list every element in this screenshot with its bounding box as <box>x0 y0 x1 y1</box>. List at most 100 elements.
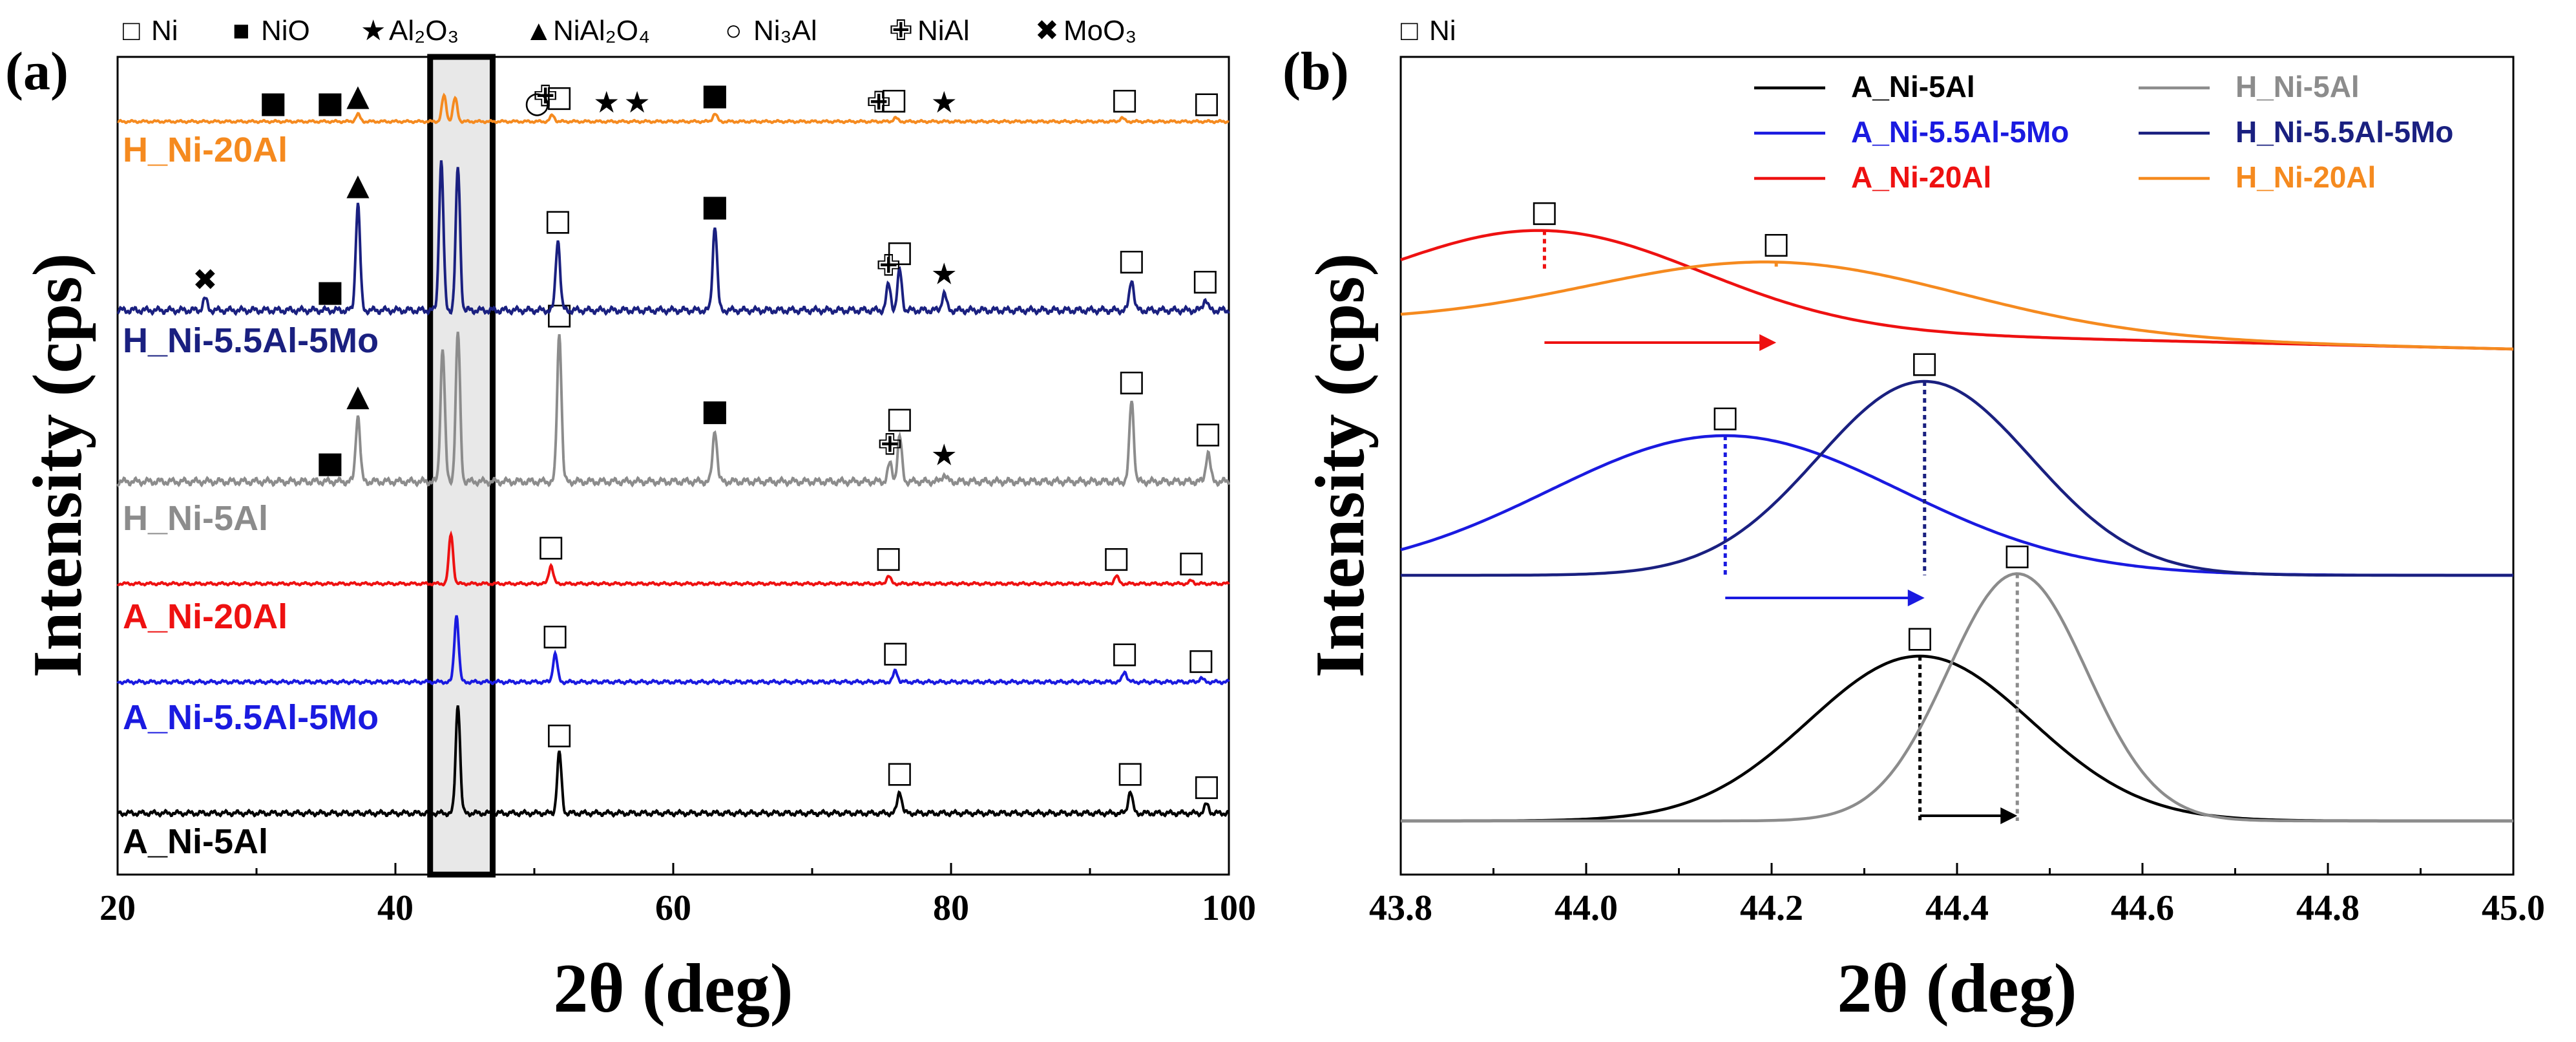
legend-label-a-ni-5-5al-5mo: A_Ni-5.5Al-5Mo <box>1851 115 2069 149</box>
phase-marker-a-ni-5-5al-5mo-2: □ <box>1111 635 1138 670</box>
x-tick-label-b-45-0: 45.0 <box>2482 888 2545 928</box>
phase-marker-h-ni-20al-13: □ <box>1193 85 1220 120</box>
phase-marker-h-ni-20al-2: ▲ <box>346 78 370 112</box>
phase-marker-a-ni-5-5al-5mo-0: □ <box>541 617 569 652</box>
peak-marker-b-a-ni-20al: □ <box>1531 194 1558 229</box>
x-tick-label-b-44-8: 44.8 <box>2296 888 2360 928</box>
series-line-b-a-ni-5-5al-5mo <box>1400 434 2513 577</box>
phase-marker-a-ni-5al-1: □ <box>886 754 914 789</box>
peak-marker-b-a-ni-5al: □ <box>1906 619 1934 654</box>
x-tick-label-b-44-4: 44.4 <box>1925 888 1989 928</box>
phase-marker-a-ni-5-5al-5mo-3: □ <box>1187 641 1215 676</box>
phase-marker-h-ni-20al-10: □ <box>880 81 908 116</box>
panel-a: (a) □ Ni ■ NiO ★ Al₂O₃ ▲ NiAl₂O₄ ○ Ni₃Al ✙ NiAl ✖ MoO… <box>5 15 1256 1027</box>
series-line-b-a-ni-5al <box>1401 654 2513 823</box>
panel-a-label: (a) <box>5 41 68 101</box>
phase-legend-symbol-nio: ■ <box>233 15 250 47</box>
legend-label-a-ni-20al: A_Ni-20Al <box>1851 160 1991 194</box>
phase-marker-h-ni-5al-8: □ <box>1194 415 1222 450</box>
phase-marker-h-ni-5-5al-5mo-4: ■ <box>701 188 729 223</box>
series-label-a-a-ni-5-5al-5mo: A_Ni-5.5Al-5Mo <box>123 698 379 737</box>
phase-marker-a-ni-20al-2: □ <box>1102 539 1130 574</box>
series-line-a-h-ni-5al <box>116 332 1230 488</box>
phase-marker-a-ni-20al-0: □ <box>537 528 565 563</box>
legend-label-h-ni-5al: H_Ni-5Al <box>2236 70 2360 103</box>
phase-legend-symbol-ni3al: ○ <box>725 15 742 47</box>
plot-frame-a <box>116 56 1230 876</box>
phase-legend-label-ni3al: Ni₃Al <box>753 15 817 47</box>
phase-legend-symbol-nial: ✙ <box>889 15 913 47</box>
series-line-a-a-ni-20al <box>116 530 1230 587</box>
series-line-a-h-ni-5-5al-5mo <box>116 160 1230 317</box>
phase-marker-h-ni-20al-9: ✙ <box>866 85 892 120</box>
legend-label-a-ni-5al: A_Ni-5Al <box>1851 70 1975 103</box>
phase-marker-h-ni-5al-5: □ <box>886 400 914 435</box>
peak-marker-b-h-ni-20al: □ <box>1762 226 1790 260</box>
phase-legend-symbol-ni: □ <box>123 15 140 47</box>
phase-marker-h-ni-20al-7: ★ <box>623 85 650 120</box>
phase-marker-h-ni-5-5al-5mo-7: ★ <box>931 257 958 292</box>
phase-legend-symbol-nial2o4: ▲ <box>525 15 553 47</box>
phase-marker-h-ni-5-5al-5mo-6: □ <box>886 233 914 268</box>
phase-marker-h-ni-5al-1: ▲ <box>346 378 370 413</box>
x-tick-label-a-20: 20 <box>99 888 136 928</box>
series-line-b-h-ni-20al <box>1400 260 2514 351</box>
phase-marker-h-ni-20al-5: □ <box>545 78 573 113</box>
series-line-a-a-ni-5al <box>116 705 1230 818</box>
x-tick-label-a-60: 60 <box>655 888 691 928</box>
series-label-a-h-ni-20al: H_Ni-20Al <box>123 131 288 169</box>
series-line-a-a-ni-5-5al-5mo <box>116 615 1230 686</box>
series-label-a-h-ni-5al: H_Ni-5Al <box>123 499 268 538</box>
phase-marker-h-ni-5-5al-5mo-3: □ <box>544 202 572 237</box>
series-label-a-h-ni-5-5al-5mo: H_Ni-5.5Al-5Mo <box>123 321 379 360</box>
ni-marker-legend: □ Ni <box>1401 15 1456 47</box>
shift-arrow-head-2 <box>2000 807 2018 824</box>
x-tick-label-b-44-0: 44.0 <box>1555 888 1618 928</box>
phase-marker-a-ni-5al-0: □ <box>545 716 573 751</box>
series-label-a-a-ni-5al: A_Ni-5Al <box>123 822 268 861</box>
phase-marker-h-ni-5al-6: ★ <box>931 438 958 473</box>
phase-marker-h-ni-5al-4: ✙ <box>877 427 903 462</box>
panel-b-label: (b) <box>1283 41 1349 101</box>
panel-b: (b) □ Ni □ □ □ □ □ □ A_Ni-5Al H_Ni-5Al A_Ni-5.5A… <box>1283 15 2545 1027</box>
phase-marker-h-ni-5-5al-5mo-9: □ <box>1191 262 1219 297</box>
phase-legend-label-nial2o4: NiAl₂O₄ <box>553 15 650 47</box>
phase-legend-label-al2o3: Al₂O₃ <box>389 15 459 47</box>
series-line-a-h-ni-20al <box>117 92 1230 125</box>
x-axis-a: 20 40 60 80 100 <box>99 863 1256 928</box>
series-label-a-a-ni-20al: A_Ni-20Al <box>123 597 288 636</box>
phase-marker-h-ni-5-5al-5mo-5: ✙ <box>876 248 901 282</box>
legend-label-h-ni-5-5al-5mo: H_Ni-5.5Al-5Mo <box>2236 115 2453 149</box>
phase-marker-h-ni-20al-11: ★ <box>931 85 958 120</box>
x-axis-title-b: 2θ (deg) <box>1837 950 2077 1027</box>
phase-legend-symbol-al2o3: ★ <box>361 15 386 47</box>
x-tick-label-a-40: 40 <box>377 888 414 928</box>
series-group-a: □ □ □ □ A_Ni-5Al □ □ □ □ A_Ni-5.5Al-5Mo □ □ □ □ A_Ni-2… <box>116 77 1230 861</box>
legend-label-h-ni-20al: H_Ni-20Al <box>2236 160 2376 194</box>
phase-marker-h-ni-5al-0: ■ <box>316 445 344 480</box>
shift-arrow-head-0 <box>1759 334 1777 351</box>
phase-marker-h-ni-5-5al-5mo-8: □ <box>1118 242 1146 277</box>
phase-marker-h-ni-20al-1: ■ <box>316 85 344 120</box>
x-tick-label-b-44-2: 44.2 <box>1740 888 1803 928</box>
phase-marker-h-ni-20al-3: ○ <box>524 85 550 120</box>
phase-marker-h-ni-20al-8: ■ <box>701 77 729 112</box>
phase-marker-a-ni-5-5al-5mo-1: □ <box>881 634 909 669</box>
phase-legend-label-nio: NiO <box>261 15 310 47</box>
phase-marker-a-ni-20al-3: □ <box>1177 544 1205 579</box>
phase-legend: □ Ni ■ NiO ★ Al₂O₃ ▲ NiAl₂O₄ ○ Ni₃Al ✙ NiAl ✖ MoO₃ <box>123 15 1136 47</box>
x-tick-label-a-100: 100 <box>1202 888 1256 928</box>
phase-marker-a-ni-5al-2: □ <box>1116 754 1144 789</box>
phase-marker-h-ni-5-5al-5mo-0: ✖ <box>193 262 218 297</box>
x-tick-label-b-44-6: 44.6 <box>2111 888 2174 928</box>
y-axis-title-a: Intensity (cps) <box>19 253 96 677</box>
phase-marker-h-ni-5-5al-5mo-2: ▲ <box>346 167 370 202</box>
series-group-b: □□□□□□ <box>1400 194 2514 824</box>
phase-marker-a-ni-20al-1: □ <box>875 539 903 574</box>
phase-marker-h-ni-5al-3: ■ <box>701 393 729 428</box>
x-tick-label-b-43-8: 43.8 <box>1369 888 1432 928</box>
phase-legend-label-moo3: MoO₃ <box>1063 15 1136 47</box>
phase-marker-h-ni-20al-0: ■ <box>259 85 287 120</box>
peak-marker-b-a-ni-5-5al-5mo: □ <box>1712 399 1739 434</box>
